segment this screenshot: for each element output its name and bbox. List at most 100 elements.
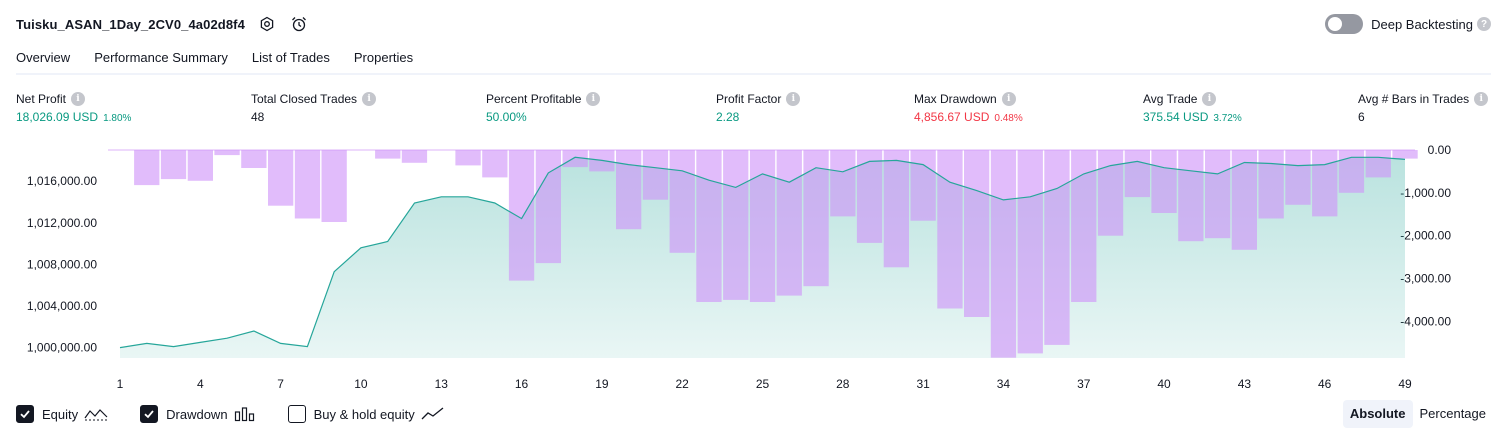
drawdown-bar[interactable] bbox=[401, 150, 428, 163]
info-icon[interactable]: i bbox=[71, 92, 86, 106]
drawdown-bar[interactable] bbox=[749, 150, 776, 302]
metric-max-drawdown: Max Drawdown i 4,856.67 USD 0.48% bbox=[914, 92, 1023, 124]
tab-performance-summary[interactable]: Performance Summary bbox=[94, 50, 228, 65]
equity-checkbox[interactable] bbox=[16, 405, 34, 423]
right-axis-tick-label: -2,000.00 bbox=[1400, 229, 1451, 243]
drawdown-bar[interactable] bbox=[776, 150, 802, 296]
drawdown-bar[interactable] bbox=[1017, 150, 1043, 354]
drawdown-bar[interactable] bbox=[669, 150, 695, 253]
drawdown-bar[interactable] bbox=[696, 150, 722, 302]
drawdown-bar[interactable] bbox=[990, 150, 1017, 358]
chart-legend: Equity Drawdown Buy & hold equity bbox=[16, 404, 477, 424]
deep-backtesting-control: Deep Backtesting ? bbox=[1325, 12, 1491, 36]
legend-drawdown-label: Drawdown bbox=[166, 406, 228, 422]
drawdown-bar[interactable] bbox=[910, 150, 936, 221]
drawdown-bar[interactable] bbox=[562, 150, 588, 168]
x-axis-tick-label: 28 bbox=[836, 377, 850, 391]
equity-line[interactable] bbox=[119, 156, 1406, 349]
drawdown-bar[interactable] bbox=[723, 150, 749, 300]
drawdown-bar[interactable] bbox=[856, 150, 883, 243]
drawdown-bar[interactable] bbox=[1178, 150, 1204, 242]
legend-buy-hold[interactable]: Buy & hold equity bbox=[287, 405, 445, 423]
drawdown-bar[interactable] bbox=[1365, 150, 1391, 178]
drawdown-bar[interactable] bbox=[508, 150, 535, 281]
tab-overview[interactable]: Overview bbox=[16, 44, 71, 75]
legend-equity-label: Equity bbox=[42, 406, 79, 422]
tab-list-of-trades[interactable]: List of Trades bbox=[251, 50, 330, 65]
metric-value: 375.54 USD bbox=[1143, 110, 1209, 124]
x-axis-tick-label: 31 bbox=[916, 377, 930, 391]
drawdown-bar[interactable] bbox=[1205, 150, 1231, 239]
x-axis: 1 4 7 10 13 16 19 22 25 28 31 34 37 40 43 46 49 bbox=[117, 377, 1412, 391]
drawdown-bar[interactable] bbox=[187, 150, 213, 181]
metric-percent: 0.48% bbox=[994, 113, 1023, 124]
x-axis-tick-label: 4 bbox=[197, 377, 204, 391]
drawdown-bar[interactable] bbox=[1285, 150, 1311, 205]
drawdown-bar[interactable] bbox=[268, 150, 294, 206]
drawdown-bar[interactable] bbox=[1338, 150, 1365, 193]
metric-value: 48 bbox=[251, 110, 265, 124]
drawdown-bar[interactable] bbox=[1151, 150, 1177, 213]
metric-label: Profit Factor bbox=[716, 92, 782, 106]
drawdown-bar[interactable] bbox=[1258, 150, 1284, 219]
drawdown-bar[interactable] bbox=[1044, 150, 1070, 345]
report-tabs: Overview Performance Summary List of Tra… bbox=[16, 44, 437, 75]
drawdown-bar[interactable] bbox=[134, 150, 160, 186]
scale-mode-toggle: Absolute Percentage bbox=[1342, 400, 1493, 428]
percentage-button[interactable]: Percentage bbox=[1419, 406, 1487, 421]
metric-value: 4,856.67 USD bbox=[914, 110, 990, 124]
drawdown-bar[interactable] bbox=[1392, 150, 1418, 159]
drawdown-bar[interactable] bbox=[241, 150, 267, 168]
drawdown-bar[interactable] bbox=[1231, 150, 1257, 250]
drawdown-bar[interactable] bbox=[160, 150, 187, 180]
drawdown-bar[interactable] bbox=[321, 150, 347, 222]
info-icon[interactable]: i bbox=[786, 92, 801, 106]
metric-percent-profitable: Percent Profitable i 50.00% bbox=[486, 92, 601, 124]
drawdown-bar[interactable] bbox=[455, 150, 481, 166]
info-icon[interactable]: i bbox=[1001, 92, 1016, 106]
legend-equity[interactable]: Equity bbox=[16, 405, 108, 423]
drawdown-bar[interactable] bbox=[294, 150, 321, 219]
drawdown-bar[interactable] bbox=[1124, 150, 1150, 198]
deep-backtesting-toggle[interactable] bbox=[1325, 14, 1364, 34]
x-axis-tick-label: 40 bbox=[1157, 377, 1171, 391]
x-axis-tick-label: 49 bbox=[1398, 377, 1412, 391]
legend-drawdown[interactable]: Drawdown bbox=[140, 405, 255, 423]
drawdown-bar[interactable] bbox=[830, 150, 856, 217]
drawdown-bar[interactable] bbox=[964, 150, 990, 317]
drawdown-bar[interactable] bbox=[1312, 150, 1338, 217]
drawdown-bar[interactable] bbox=[1097, 150, 1124, 236]
legend-buy-hold-label: Buy & hold equity bbox=[313, 406, 415, 422]
absolute-button[interactable]: Absolute bbox=[1342, 400, 1413, 428]
x-axis-tick-label: 1 bbox=[117, 377, 124, 391]
drawdown-bar[interactable] bbox=[214, 150, 240, 156]
info-icon[interactable]: i bbox=[362, 92, 377, 106]
metric-profit-factor: Profit Factor i 2.28 bbox=[716, 92, 801, 124]
drawdown-bar[interactable] bbox=[535, 150, 561, 264]
drawdown-bar[interactable] bbox=[375, 150, 401, 159]
x-axis-tick-label: 46 bbox=[1318, 377, 1332, 391]
help-icon[interactable]: ? bbox=[1477, 17, 1491, 31]
deep-backtesting-label: Deep Backtesting bbox=[1371, 16, 1473, 32]
drawdown-bar[interactable] bbox=[883, 150, 909, 268]
buy-hold-checkbox[interactable] bbox=[287, 405, 306, 423]
info-icon[interactable]: i bbox=[586, 92, 601, 106]
equity-drawdown-chart[interactable]: 1,000,000.00 1,004,000.00 1,008,000.00 1,01… bbox=[0, 140, 1507, 395]
drawdown-checkbox[interactable] bbox=[140, 405, 159, 423]
tab-properties[interactable]: Properties bbox=[353, 50, 414, 65]
drawdown-bar[interactable] bbox=[642, 150, 669, 200]
settings-icon[interactable] bbox=[257, 14, 277, 34]
metric-label: Total Closed Trades bbox=[251, 92, 358, 106]
drawdown-bar[interactable] bbox=[803, 150, 829, 287]
left-axis-tick-label: 1,016,000.00 bbox=[27, 174, 97, 188]
drawdown-bar[interactable] bbox=[1071, 150, 1097, 302]
bar-chart-icon bbox=[234, 406, 256, 422]
alarm-clock-icon[interactable] bbox=[289, 14, 309, 34]
drawdown-bar[interactable] bbox=[616, 150, 642, 230]
drawdown-bar[interactable] bbox=[482, 150, 508, 178]
metric-label: Percent Profitable bbox=[486, 92, 582, 106]
info-icon[interactable]: i bbox=[1474, 92, 1489, 106]
metric-value: 6 bbox=[1358, 110, 1365, 124]
drawdown-bar[interactable] bbox=[937, 150, 963, 309]
info-icon[interactable]: i bbox=[1202, 92, 1217, 106]
